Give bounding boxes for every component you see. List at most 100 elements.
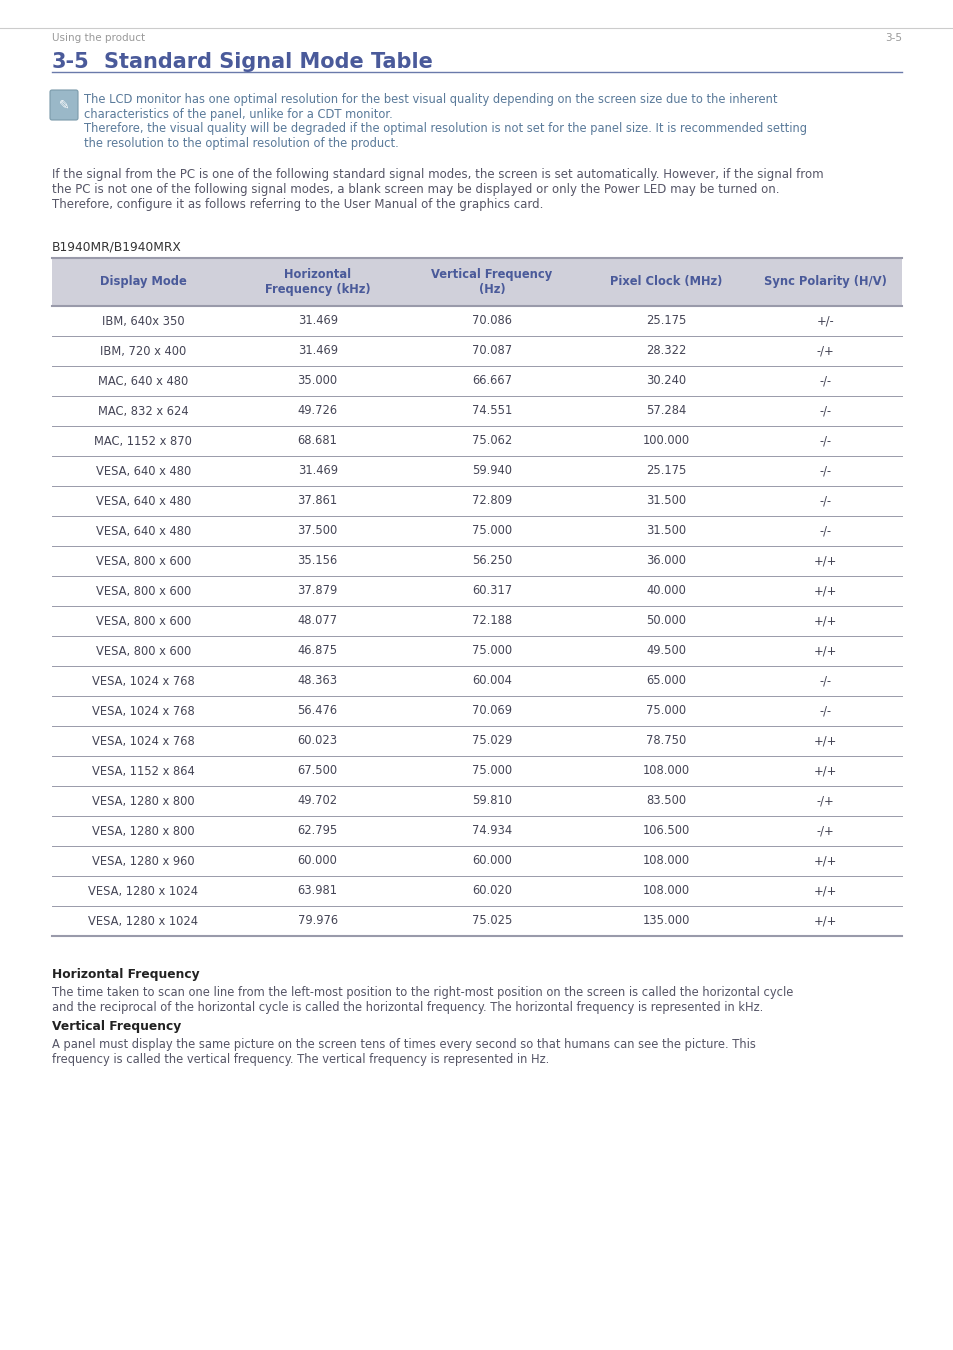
Text: 30.240: 30.240 xyxy=(645,374,685,387)
Text: IBM, 640x 350: IBM, 640x 350 xyxy=(102,315,185,328)
Text: 79.976: 79.976 xyxy=(297,914,337,927)
Text: The LCD monitor has one optimal resolution for the best visual quality depending: The LCD monitor has one optimal resoluti… xyxy=(84,93,777,122)
Text: 46.875: 46.875 xyxy=(297,644,337,657)
Text: 63.981: 63.981 xyxy=(297,884,337,898)
Text: -/-: -/- xyxy=(819,675,831,687)
Text: VESA, 1280 x 1024: VESA, 1280 x 1024 xyxy=(89,884,198,898)
Text: 49.500: 49.500 xyxy=(645,644,685,657)
Text: -/+: -/+ xyxy=(816,825,834,837)
Text: 59.810: 59.810 xyxy=(472,795,512,807)
Text: 31.469: 31.469 xyxy=(297,315,337,328)
Text: VESA, 1280 x 1024: VESA, 1280 x 1024 xyxy=(89,914,198,927)
Text: -/-: -/- xyxy=(819,405,831,417)
Text: 60.317: 60.317 xyxy=(472,585,512,598)
Text: 37.879: 37.879 xyxy=(297,585,337,598)
Text: 75.025: 75.025 xyxy=(471,914,512,927)
Text: IBM, 720 x 400: IBM, 720 x 400 xyxy=(100,344,186,358)
Text: 48.363: 48.363 xyxy=(297,675,337,687)
Text: Standard Signal Mode Table: Standard Signal Mode Table xyxy=(104,53,433,72)
Text: +/+: +/+ xyxy=(813,734,837,748)
Text: +/+: +/+ xyxy=(813,614,837,628)
Text: Sync Polarity (H/V): Sync Polarity (H/V) xyxy=(763,275,886,289)
Text: 67.500: 67.500 xyxy=(297,764,337,778)
Text: If the signal from the PC is one of the following standard signal modes, the scr: If the signal from the PC is one of the … xyxy=(52,167,822,211)
Text: 35.156: 35.156 xyxy=(297,555,337,567)
Text: MAC, 832 x 624: MAC, 832 x 624 xyxy=(98,405,189,417)
Text: 50.000: 50.000 xyxy=(645,614,685,628)
Text: 106.500: 106.500 xyxy=(641,825,689,837)
Text: 78.750: 78.750 xyxy=(645,734,685,748)
Text: +/+: +/+ xyxy=(813,585,837,598)
Text: 28.322: 28.322 xyxy=(645,344,685,358)
Text: -/-: -/- xyxy=(819,435,831,447)
Text: 3-5: 3-5 xyxy=(884,32,901,43)
Text: 68.681: 68.681 xyxy=(297,435,337,447)
Text: 70.069: 70.069 xyxy=(472,705,512,717)
Text: 57.284: 57.284 xyxy=(645,405,685,417)
Text: VESA, 1280 x 960: VESA, 1280 x 960 xyxy=(92,855,194,868)
Text: B1940MR/B1940MRX: B1940MR/B1940MRX xyxy=(52,240,182,252)
Text: 37.861: 37.861 xyxy=(297,494,337,508)
Text: 75.029: 75.029 xyxy=(471,734,512,748)
Text: VESA, 640 x 480: VESA, 640 x 480 xyxy=(95,525,191,537)
Text: VESA, 1280 x 800: VESA, 1280 x 800 xyxy=(92,795,194,807)
Text: The time taken to scan one line from the left-most position to the right-most po: The time taken to scan one line from the… xyxy=(52,986,793,1014)
Text: VESA, 800 x 600: VESA, 800 x 600 xyxy=(95,614,191,628)
Text: 108.000: 108.000 xyxy=(642,884,689,898)
Text: -/-: -/- xyxy=(819,705,831,717)
Text: MAC, 640 x 480: MAC, 640 x 480 xyxy=(98,374,189,387)
Text: 72.809: 72.809 xyxy=(472,494,512,508)
Text: 40.000: 40.000 xyxy=(645,585,685,598)
Text: +/+: +/+ xyxy=(813,555,837,567)
Text: 48.077: 48.077 xyxy=(297,614,337,628)
Text: 36.000: 36.000 xyxy=(645,555,685,567)
Text: 72.188: 72.188 xyxy=(472,614,512,628)
Text: A panel must display the same picture on the screen tens of times every second s: A panel must display the same picture on… xyxy=(52,1038,755,1067)
Text: 74.551: 74.551 xyxy=(471,405,512,417)
Text: VESA, 800 x 600: VESA, 800 x 600 xyxy=(95,585,191,598)
Text: VESA, 1280 x 800: VESA, 1280 x 800 xyxy=(92,825,194,837)
Text: 35.000: 35.000 xyxy=(297,374,337,387)
Text: 74.934: 74.934 xyxy=(472,825,512,837)
Text: 25.175: 25.175 xyxy=(645,315,685,328)
Text: 60.004: 60.004 xyxy=(472,675,511,687)
Text: +/+: +/+ xyxy=(813,855,837,868)
Text: Vertical Frequency
(Hz): Vertical Frequency (Hz) xyxy=(431,269,552,296)
Text: 75.000: 75.000 xyxy=(472,764,512,778)
Text: 70.086: 70.086 xyxy=(472,315,512,328)
Text: Using the product: Using the product xyxy=(52,32,145,43)
Text: VESA, 1152 x 864: VESA, 1152 x 864 xyxy=(91,764,194,778)
Text: +/-: +/- xyxy=(816,315,834,328)
Text: Therefore, the visual quality will be degraded if the optimal resolution is not : Therefore, the visual quality will be de… xyxy=(84,122,806,150)
Text: 25.175: 25.175 xyxy=(645,464,685,478)
Text: 37.500: 37.500 xyxy=(297,525,337,537)
Text: 31.500: 31.500 xyxy=(645,494,685,508)
Text: ✎: ✎ xyxy=(59,99,70,112)
Text: -/-: -/- xyxy=(819,464,831,478)
Text: 108.000: 108.000 xyxy=(642,855,689,868)
Text: 70.087: 70.087 xyxy=(472,344,512,358)
Text: 3-5: 3-5 xyxy=(52,53,90,72)
Text: Horizontal Frequency: Horizontal Frequency xyxy=(52,968,199,981)
Text: VESA, 1024 x 768: VESA, 1024 x 768 xyxy=(91,705,194,717)
Text: 49.726: 49.726 xyxy=(297,405,337,417)
Text: VESA, 640 x 480: VESA, 640 x 480 xyxy=(95,494,191,508)
Text: VESA, 1024 x 768: VESA, 1024 x 768 xyxy=(91,734,194,748)
Text: 31.500: 31.500 xyxy=(645,525,685,537)
Text: 31.469: 31.469 xyxy=(297,464,337,478)
FancyBboxPatch shape xyxy=(50,90,78,120)
Text: -/-: -/- xyxy=(819,494,831,508)
Text: 75.000: 75.000 xyxy=(472,525,512,537)
Text: -/+: -/+ xyxy=(816,795,834,807)
Text: Vertical Frequency: Vertical Frequency xyxy=(52,1021,181,1033)
Text: 60.020: 60.020 xyxy=(472,884,512,898)
Text: 60.000: 60.000 xyxy=(472,855,511,868)
Text: 59.940: 59.940 xyxy=(472,464,512,478)
Text: VESA, 800 x 600: VESA, 800 x 600 xyxy=(95,644,191,657)
Text: -/-: -/- xyxy=(819,525,831,537)
Text: 60.000: 60.000 xyxy=(297,855,337,868)
Text: +/+: +/+ xyxy=(813,914,837,927)
Text: 75.000: 75.000 xyxy=(645,705,685,717)
Text: 49.702: 49.702 xyxy=(297,795,337,807)
Text: 65.000: 65.000 xyxy=(645,675,685,687)
